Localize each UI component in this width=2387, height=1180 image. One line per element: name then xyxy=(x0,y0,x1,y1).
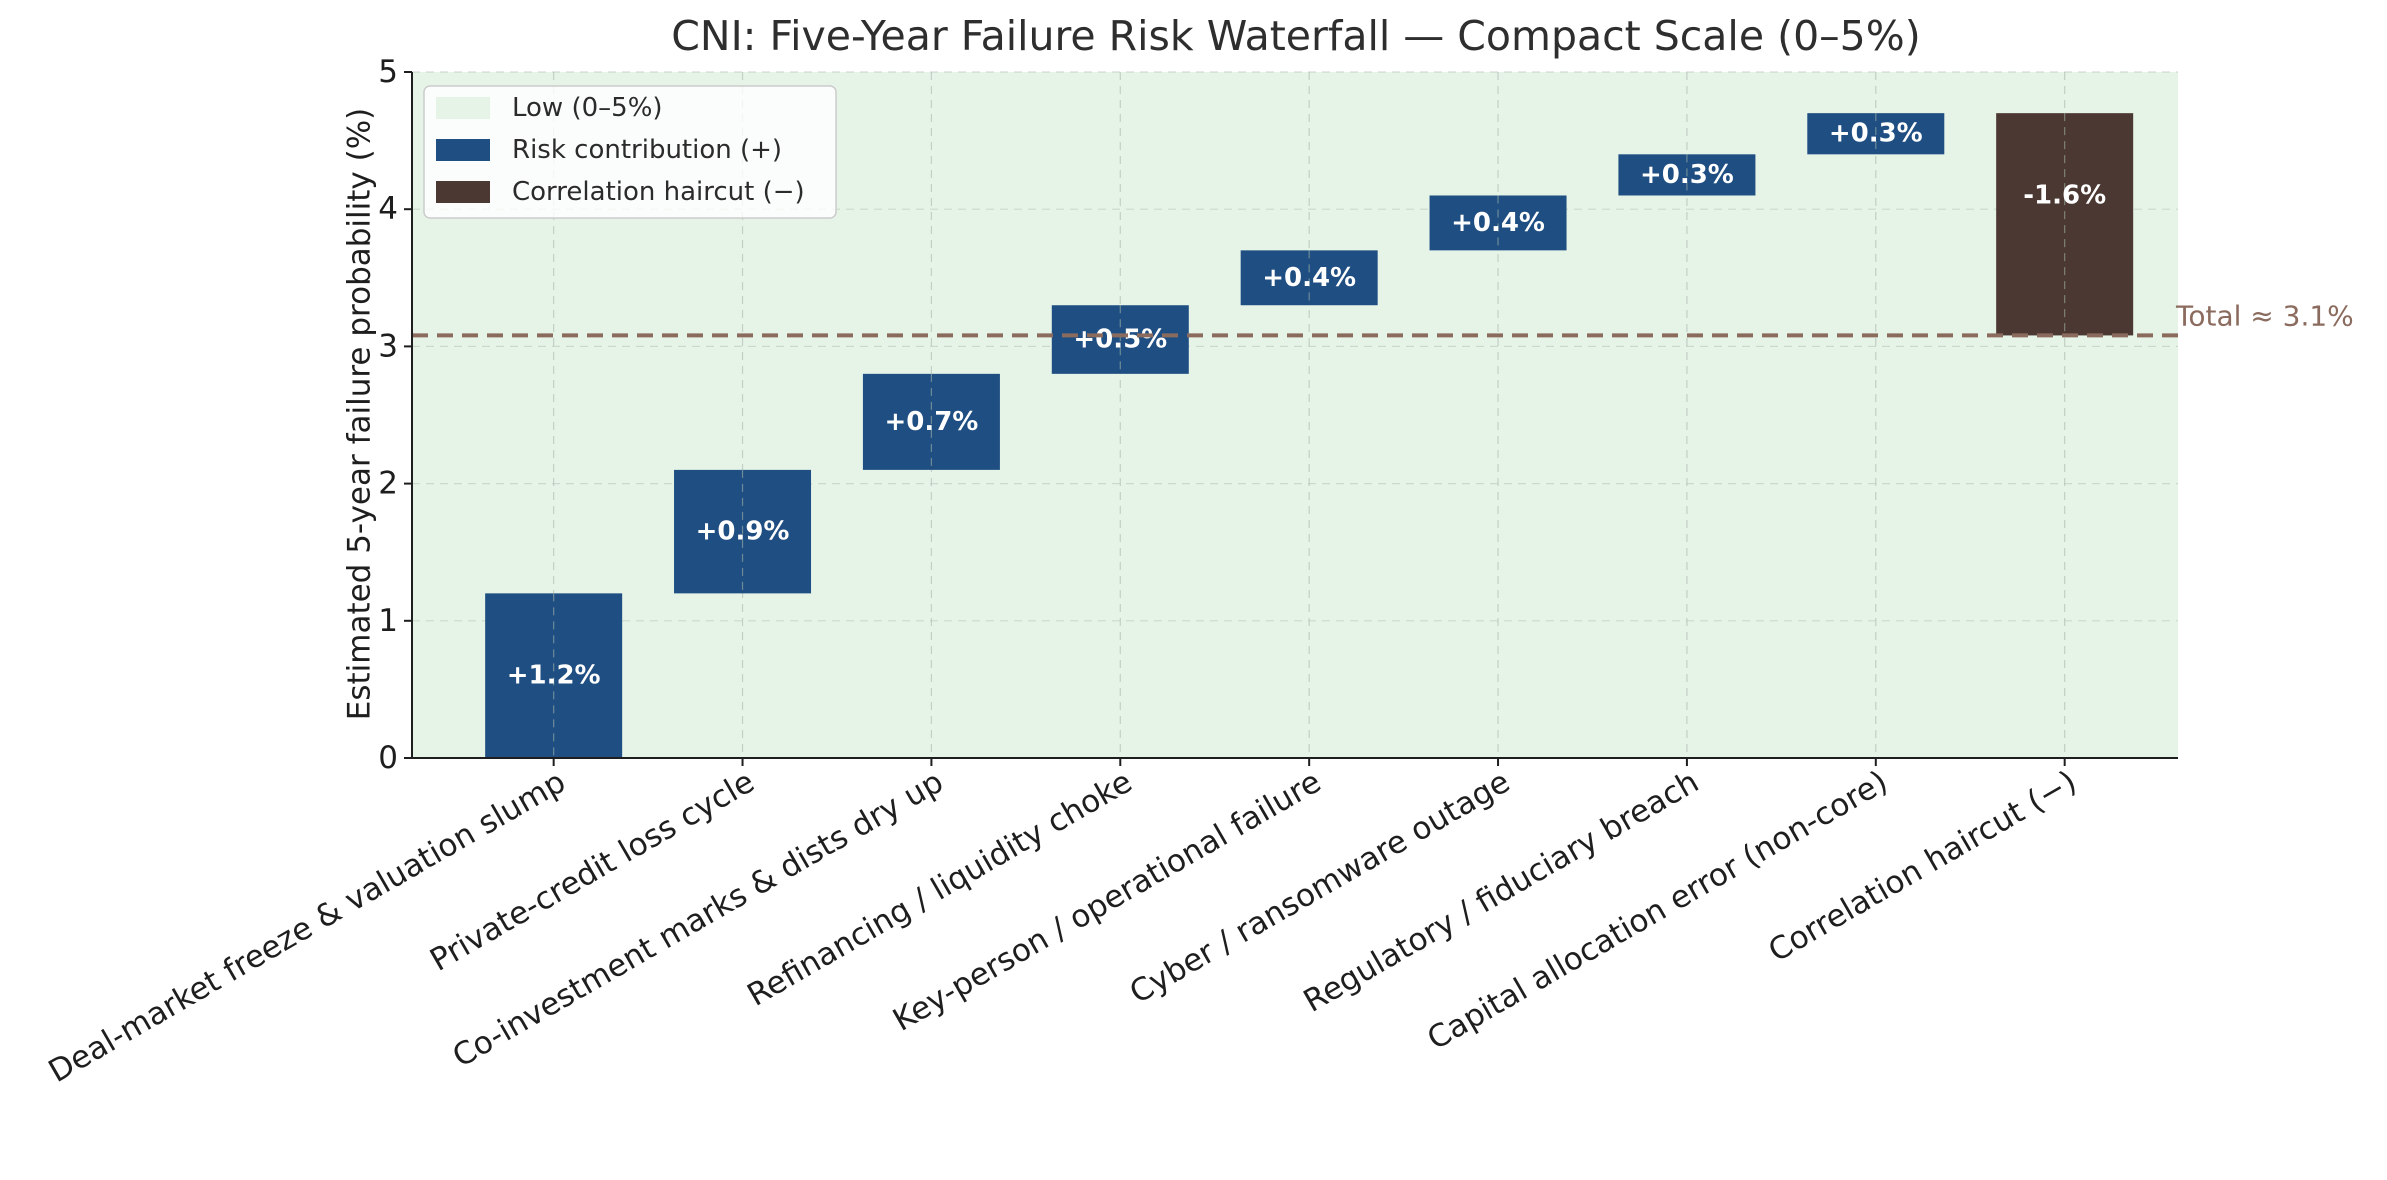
y-tick-label: 5 xyxy=(378,54,398,90)
bar-value-label: +0.3% xyxy=(1829,119,1923,149)
x-tick-label: Private-credit loss cycle xyxy=(424,764,760,979)
bar-value-label: +0.9% xyxy=(696,517,790,547)
y-tick-label: 3 xyxy=(378,328,398,364)
y-tick-label: 0 xyxy=(378,740,398,776)
bar-value-label: -1.6% xyxy=(2023,180,2106,210)
legend-label: Low (0–5%) xyxy=(512,93,663,123)
y-tick-label: 1 xyxy=(378,603,398,639)
bar-value-label: +0.4% xyxy=(1262,263,1356,293)
total-marker: Total ≈ 3.1% xyxy=(412,300,2354,338)
bar-value-label: +1.2% xyxy=(507,661,601,691)
legend-label: Correlation haircut (−) xyxy=(512,177,805,207)
legend-swatch-band xyxy=(436,97,490,119)
legend-label: Risk contribution (+) xyxy=(512,135,782,165)
risk-bar xyxy=(485,593,623,758)
bar-value-label: +0.4% xyxy=(1451,208,1545,238)
legend-swatch-risk xyxy=(436,139,490,161)
bar-value-label: +0.5% xyxy=(1073,325,1167,355)
bars: +1.2% +0.9% +0.7% +0.5% +0.4% +0.4% +0.3% +0.3%… xyxy=(485,113,2134,758)
total-label: Total ≈ 3.1% xyxy=(2175,300,2354,333)
legend: Low (0–5%) Risk contribution (+) Correlati… xyxy=(423,85,837,219)
legend-box xyxy=(423,85,837,219)
chart-title: CNI: Five-Year Failure Risk Waterfall — … xyxy=(671,12,1920,60)
legend-swatch-haircut xyxy=(436,181,490,203)
x-tick-label: Correlation haircut (−) xyxy=(1762,764,2082,970)
x-tick-label: Cyber / ransomware outage xyxy=(1124,764,1516,1011)
y-axis-label: Estimated 5-year failure probability (%) xyxy=(342,108,378,721)
bar-value-label: +0.3% xyxy=(1640,160,1734,190)
y-tick-label: 4 xyxy=(378,191,398,227)
bar-value-label: +0.7% xyxy=(884,407,978,437)
y-tick-label: 2 xyxy=(378,466,398,502)
